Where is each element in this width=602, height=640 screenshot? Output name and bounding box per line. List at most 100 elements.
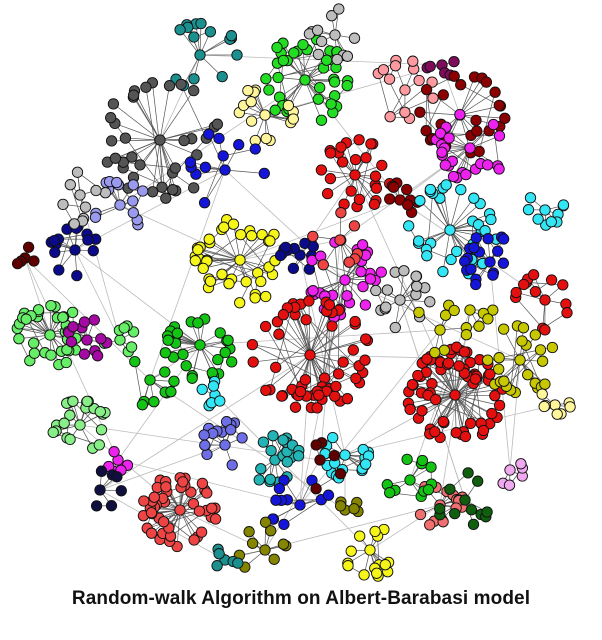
node-dark-red	[471, 125, 483, 137]
node-dark-green	[449, 507, 461, 520]
node-magenta	[460, 168, 472, 181]
node-magenta	[443, 132, 455, 144]
node-olive-hub	[464, 304, 476, 316]
node-magenta	[375, 266, 387, 278]
edge	[459, 76, 475, 116]
node-light-gray	[410, 270, 422, 282]
node-teal	[174, 24, 186, 36]
inter-community-edge	[99, 354, 311, 491]
edge	[459, 114, 505, 119]
node-aqua-teal	[277, 434, 289, 446]
node-dark-gray	[126, 151, 138, 163]
node-soft-green	[58, 417, 70, 429]
node-yellow	[235, 228, 247, 241]
node-yellow	[203, 233, 215, 245]
node-medium-slate	[225, 424, 237, 436]
edge	[460, 84, 501, 107]
node-blue-hub	[294, 499, 306, 511]
node-purple	[448, 55, 460, 68]
node-aqua-teal	[264, 473, 276, 486]
node-blue	[249, 143, 261, 155]
node-dark-gray	[188, 182, 200, 194]
node-midnight	[111, 471, 123, 483]
node-magenta	[364, 273, 377, 285]
node-aqua-teal	[253, 474, 265, 486]
inter-community-edge	[509, 359, 521, 471]
node-pink	[383, 73, 396, 85]
node-cyan-hub	[444, 224, 456, 236]
node-red	[426, 378, 438, 390]
node-blue	[492, 245, 504, 257]
node-yellow	[218, 221, 230, 233]
node-soft-green	[93, 439, 105, 451]
edge	[309, 321, 356, 356]
node-teal	[204, 26, 217, 38]
node-magenta	[434, 127, 447, 139]
node-red	[459, 430, 472, 443]
node-light-gray	[71, 166, 84, 178]
node-pale-yellow	[287, 113, 299, 125]
edge	[161, 138, 207, 188]
edge	[459, 105, 501, 116]
node-pale-yellow	[564, 401, 576, 413]
node-bright-green	[341, 79, 353, 92]
node-dark-olive	[243, 526, 255, 538]
node-lavender	[127, 195, 139, 207]
node-yellow	[227, 218, 240, 230]
edge	[159, 139, 163, 188]
edge	[419, 111, 461, 116]
node-dark-red	[493, 99, 505, 112]
node-red	[347, 344, 359, 356]
node-red	[416, 405, 428, 417]
edge	[275, 325, 333, 368]
node-green	[148, 396, 160, 408]
node-aqua-teal	[265, 444, 277, 457]
node-dark-olive	[246, 537, 259, 549]
node-violet	[78, 348, 91, 360]
node-blue	[278, 518, 290, 531]
node-light-gray	[99, 187, 112, 199]
node-dark-gray	[146, 186, 159, 198]
inter-community-edge	[214, 394, 371, 551]
node-navy	[274, 249, 287, 262]
node-red	[412, 369, 424, 382]
node-midnight	[105, 500, 118, 512]
node-yellow	[345, 545, 357, 557]
edge	[115, 139, 161, 159]
node-cyan	[196, 383, 208, 396]
node-pale-yellow-hub	[549, 399, 561, 411]
node-olive	[536, 355, 549, 367]
node-red	[332, 368, 345, 380]
node-yellow	[197, 262, 209, 275]
node-red-hub	[539, 294, 551, 306]
edge	[159, 139, 197, 156]
node-red-hub	[349, 169, 361, 181]
node-yellow	[371, 567, 383, 579]
node-coral-red	[209, 513, 222, 525]
node-light-gray	[326, 10, 338, 22]
edge	[134, 90, 161, 141]
node-yellow	[192, 244, 204, 256]
node-red	[458, 346, 471, 358]
node-violet	[95, 333, 107, 345]
node-dark-gray	[191, 149, 203, 161]
node-red	[300, 314, 312, 326]
node-aqua-teal	[292, 450, 305, 462]
node-soft-green	[94, 406, 106, 418]
node-aqua-teal	[255, 463, 267, 475]
node-red	[315, 164, 328, 176]
node-dark-green	[465, 504, 478, 516]
node-yellow	[369, 525, 381, 538]
node-pink-hub	[399, 84, 411, 96]
node-red-hub	[304, 349, 316, 361]
node-salmon	[414, 508, 427, 521]
node-dark-red	[470, 114, 482, 127]
node-red	[270, 361, 282, 374]
node-blue	[497, 257, 510, 269]
edge	[111, 139, 161, 142]
node-light-gray	[315, 35, 328, 48]
node-cyan	[440, 179, 452, 191]
node-cyan	[214, 395, 226, 407]
edge	[183, 54, 201, 86]
node-navy	[287, 262, 300, 275]
